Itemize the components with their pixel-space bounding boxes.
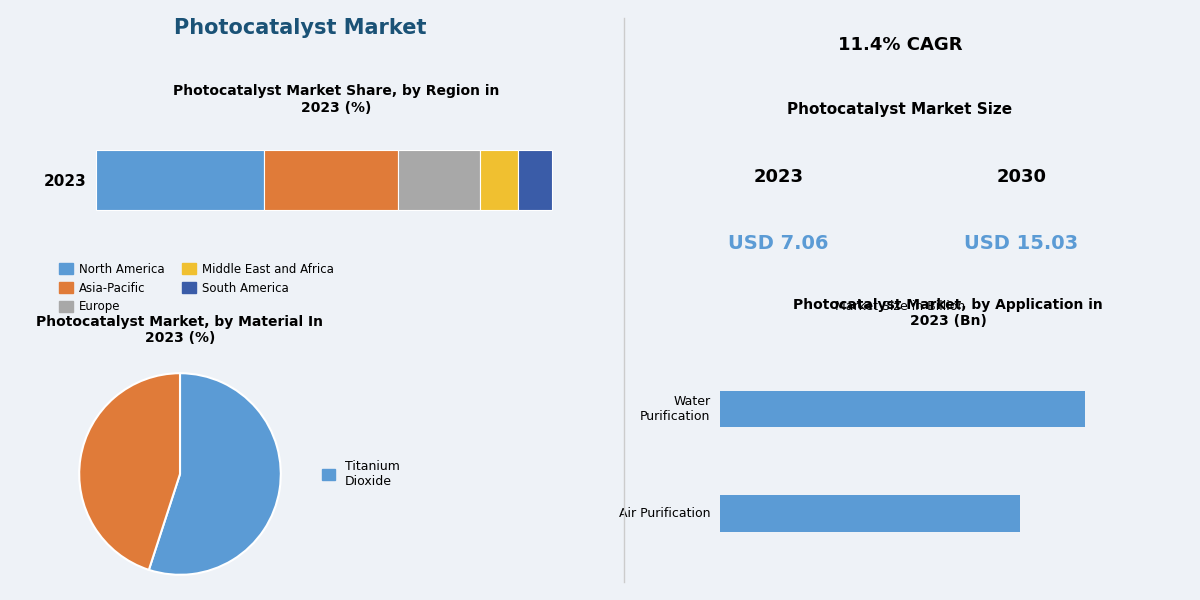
Text: 2030: 2030	[996, 168, 1046, 186]
Bar	[720, 391, 1085, 427]
Wedge shape	[79, 373, 180, 570]
Text: USD 7.06: USD 7.06	[728, 234, 829, 253]
Title: Photocatalyst Market Share, by Region in
2023 (%): Photocatalyst Market Share, by Region in…	[173, 85, 499, 115]
Text: Photocatalyst Market Size: Photocatalyst Market Size	[787, 102, 1013, 117]
Text: Market Size in Billion: Market Size in Billion	[835, 300, 965, 313]
Bar	[96, 150, 264, 210]
Text: USD 15.03: USD 15.03	[965, 234, 1079, 253]
Legend: Titanium
Dioxide: Titanium Dioxide	[317, 455, 404, 493]
Text: 2023: 2023	[754, 168, 804, 186]
Bar	[518, 150, 552, 210]
Text: 11.4% CAGR: 11.4% CAGR	[838, 36, 962, 54]
Bar	[264, 150, 398, 210]
Bar	[480, 150, 518, 210]
Bar	[398, 150, 480, 210]
Wedge shape	[149, 373, 281, 575]
Title: Photocatalyst Market, by Application in
2023 (Bn): Photocatalyst Market, by Application in …	[793, 298, 1103, 328]
Legend: North America, Asia-Pacific, Europe, Middle East and Africa, South America: North America, Asia-Pacific, Europe, Mid…	[54, 258, 338, 318]
Text: Photocatalyst Market: Photocatalyst Market	[174, 18, 426, 38]
Bar	[720, 495, 1020, 532]
Title: Photocatalyst Market, by Material In
2023 (%): Photocatalyst Market, by Material In 202…	[36, 315, 324, 346]
